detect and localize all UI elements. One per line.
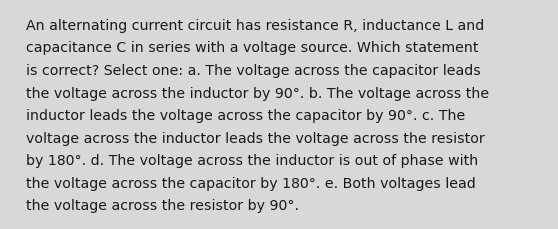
Text: voltage across the inductor leads the voltage across the resistor: voltage across the inductor leads the vo… <box>26 131 484 145</box>
Text: is correct? Select one: a. The voltage across the capacitor leads: is correct? Select one: a. The voltage a… <box>26 64 480 78</box>
Text: the voltage across the inductor by 90°. b. The voltage across the: the voltage across the inductor by 90°. … <box>26 86 489 100</box>
Text: the voltage across the capacitor by 180°. e. Both voltages lead: the voltage across the capacitor by 180°… <box>26 176 475 190</box>
Text: An alternating current circuit has resistance R, inductance L and: An alternating current circuit has resis… <box>26 19 484 33</box>
Text: capacitance C in series with a voltage source. Which statement: capacitance C in series with a voltage s… <box>26 41 478 55</box>
Text: inductor leads the voltage across the capacitor by 90°. c. The: inductor leads the voltage across the ca… <box>26 109 465 123</box>
Text: the voltage across the resistor by 90°.: the voltage across the resistor by 90°. <box>26 198 299 212</box>
Text: by 180°. d. The voltage across the inductor is out of phase with: by 180°. d. The voltage across the induc… <box>26 153 478 167</box>
